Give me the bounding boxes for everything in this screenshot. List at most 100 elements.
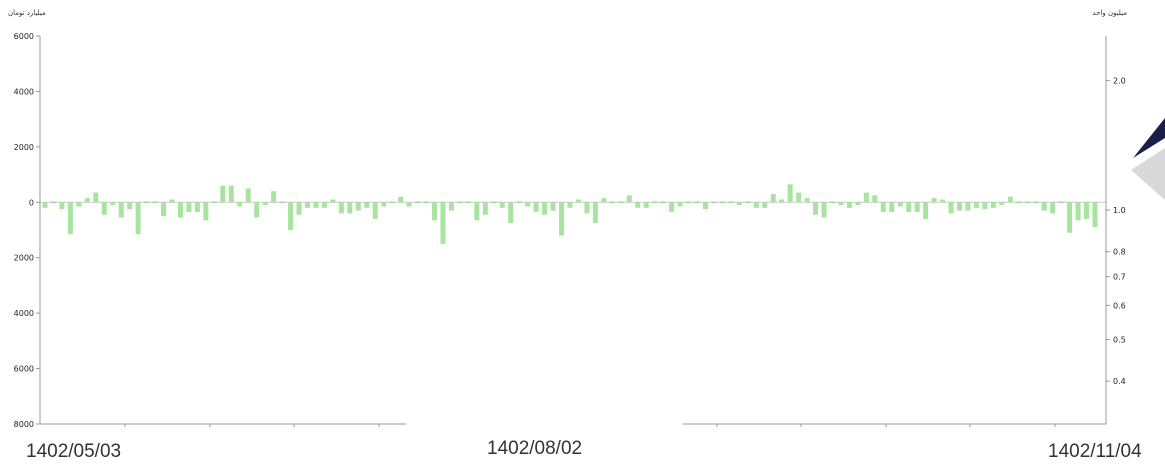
bar [897, 202, 903, 207]
bar [584, 202, 590, 214]
bar [872, 195, 878, 203]
bar [406, 202, 412, 207]
right-axis-unit: میلیون واحد [1092, 9, 1127, 17]
bar [948, 202, 954, 214]
bar [186, 202, 192, 212]
bar [1084, 202, 1090, 219]
x-label-start: 1402/05/03 [26, 441, 122, 462]
bar [990, 202, 996, 208]
bar [169, 199, 175, 203]
bar [652, 201, 658, 204]
bar [42, 202, 48, 208]
bar [923, 202, 929, 219]
bar [321, 202, 327, 208]
bar [152, 201, 158, 204]
bar [389, 201, 395, 204]
bar [194, 202, 200, 212]
bar [533, 202, 539, 212]
bar [559, 202, 565, 236]
bar [813, 202, 819, 215]
bar [338, 202, 344, 214]
bar [1050, 202, 1056, 214]
bar [296, 202, 302, 215]
bar [635, 202, 641, 208]
bar [491, 201, 497, 204]
bar [118, 202, 124, 218]
bar [719, 201, 725, 204]
bar [372, 202, 378, 219]
bar [821, 202, 827, 218]
bar [228, 185, 234, 203]
bar [415, 201, 421, 204]
bar [144, 201, 150, 204]
bar [889, 202, 895, 212]
bar [753, 202, 759, 208]
bar [1033, 201, 1039, 204]
bar [313, 202, 319, 208]
bar [76, 202, 82, 207]
bar [1058, 201, 1064, 204]
right-tick-label: 1.0 [1113, 206, 1126, 215]
bar [660, 201, 666, 204]
bar [804, 198, 810, 203]
bar [440, 202, 446, 244]
bar [965, 202, 971, 211]
x-label-end: 1402/11/04 [1048, 441, 1142, 462]
left-tick-label: 4000 [14, 87, 34, 96]
bar [914, 202, 920, 212]
corner-graphic-dark [1133, 118, 1165, 158]
bar [940, 199, 946, 203]
bar [702, 202, 708, 210]
bar [245, 188, 251, 203]
bar [499, 202, 505, 208]
left-tick-label: 6000 [14, 365, 34, 374]
bar [271, 191, 277, 203]
bar [931, 198, 937, 203]
bar [855, 202, 861, 206]
bar [177, 202, 183, 218]
bar [262, 202, 268, 206]
bar [220, 185, 226, 203]
bar [508, 202, 514, 224]
bar [330, 199, 336, 203]
bar [93, 192, 99, 203]
left-tick-label: 2000 [14, 254, 34, 263]
bar [525, 202, 531, 207]
bar [542, 202, 548, 215]
corner-graphic-light [1131, 148, 1165, 200]
bar [838, 202, 844, 206]
bar [626, 195, 632, 203]
bar [135, 202, 141, 235]
bar [770, 193, 776, 203]
bar [592, 202, 598, 224]
bar [516, 201, 522, 204]
bar [1075, 202, 1081, 221]
bar [787, 184, 793, 203]
bar [84, 198, 90, 203]
bar [432, 202, 438, 221]
bar [305, 202, 310, 208]
bar [575, 199, 581, 203]
bar [254, 202, 260, 218]
right-tick-label: 0.6 [1113, 301, 1126, 310]
bar [677, 202, 683, 207]
left-axis-unit: میلیارد تومان [8, 9, 46, 17]
bar [669, 202, 675, 212]
bar [67, 202, 73, 235]
bar [957, 202, 963, 211]
bar [830, 201, 835, 204]
bar [550, 202, 556, 211]
bar [982, 202, 988, 210]
bar [101, 202, 107, 215]
bar [448, 202, 454, 211]
left-tick-label: 6000 [14, 32, 34, 41]
bar [618, 201, 624, 204]
bar [973, 202, 979, 208]
bar [288, 202, 294, 230]
bar [567, 202, 573, 208]
bar [728, 201, 734, 204]
bar [482, 202, 488, 215]
right-tick-label: 0.5 [1113, 335, 1126, 344]
bar [796, 192, 802, 203]
bar [50, 201, 56, 204]
